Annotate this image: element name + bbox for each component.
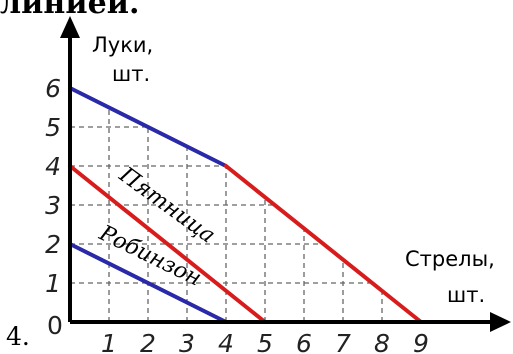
y-tick-label-5: 5	[45, 113, 61, 142]
x-axis-arrow	[490, 312, 511, 332]
y-tick-label-4: 4	[45, 152, 61, 181]
x-tick-label-7: 7	[335, 329, 351, 354]
series-lines	[68, 86, 423, 324]
y-axis-label-line1: Луки,	[92, 33, 153, 57]
series-line-1	[68, 164, 267, 324]
y-tick-label-3: 3	[45, 191, 61, 220]
top-text: линией.	[0, 0, 140, 21]
series-line-3	[224, 164, 423, 324]
y-tick-label-2: 2	[45, 230, 61, 259]
x-tick-label-1: 1	[101, 329, 117, 354]
origin-label: 0	[47, 311, 63, 340]
series-line-0	[68, 242, 228, 324]
y-axis-label-line2: шт.	[112, 62, 150, 86]
item-number: 4.	[6, 322, 30, 351]
x-tick-label-8: 8	[374, 329, 390, 354]
x-tick-label-4: 4	[218, 329, 234, 354]
axes	[60, 16, 511, 332]
x-axis-label-line2: шт.	[447, 283, 485, 307]
x-tick-label-2: 2	[140, 329, 156, 354]
x-axis-label-line1: Стрелы,	[405, 247, 495, 271]
y-tick-label-1: 1	[45, 269, 61, 298]
x-tick-label-3: 3	[179, 329, 195, 354]
grid-lines	[70, 107, 383, 322]
y-axis-arrow	[60, 16, 80, 38]
x-tick-label-6: 6	[296, 329, 312, 354]
y-tick-label-6: 6	[45, 74, 61, 103]
series-line-2	[68, 86, 228, 168]
x-tick-label-5: 5	[257, 329, 273, 354]
x-tick-label-9: 9	[413, 329, 429, 354]
